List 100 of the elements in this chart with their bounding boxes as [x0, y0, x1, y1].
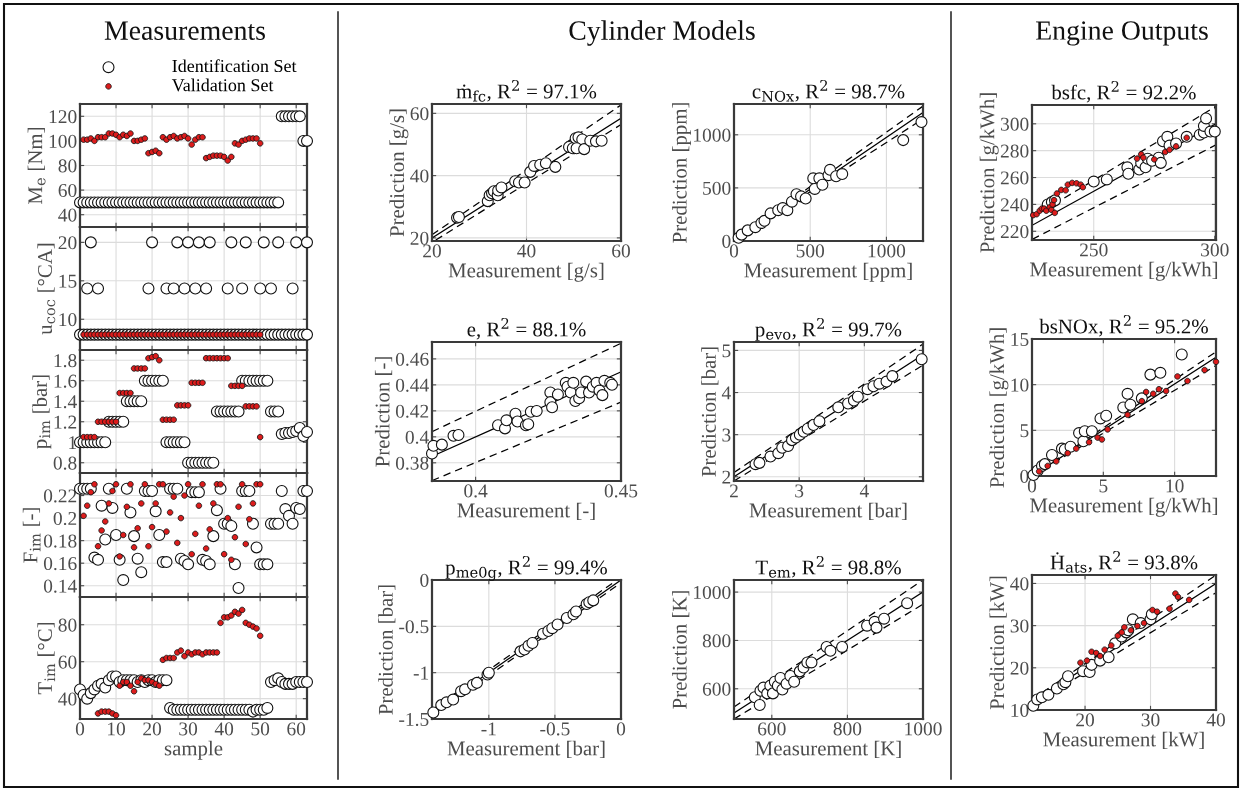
x-axis-title: Measurement [ppm] [744, 262, 912, 282]
chart-title: bsfc, R$^{2}$ = 92.2% [1051, 80, 1196, 103]
y-tick-label: 40 [1010, 577, 1029, 591]
y-tick-label: 5 [722, 344, 731, 358]
y-axis-title: Prediction [g/kWh] [989, 328, 1009, 488]
y-tick-label: 120 [49, 110, 77, 124]
x-tick-label: 40 [1206, 713, 1225, 727]
y-tick-label: 10 [1011, 378, 1029, 392]
x-axis-title: Measurement [bar] [749, 502, 907, 521]
x-tick-label: 800 [833, 722, 862, 736]
x-tick-label: 0.4 [464, 484, 488, 498]
y-tick-label: 600 [702, 682, 731, 696]
y-tick-label: 60 [58, 655, 77, 669]
x-tick-label: 300 [1201, 243, 1229, 257]
y-tick-label: 10 [59, 313, 77, 327]
x-tick-label: 40 [517, 244, 536, 258]
y-tick-label: 0.44 [395, 378, 429, 392]
y-tick-label: 0 [722, 234, 731, 248]
x-tick-label: 60 [287, 722, 306, 736]
text: Validation Set [171, 78, 274, 92]
y-tick-label: 100 [49, 134, 77, 148]
y-tick-label: 30 [1010, 619, 1029, 633]
chart-title: c$_{NOx}$, R$^{2}$ = 98.7% [752, 79, 905, 102]
y-tick-label: 0.4 [405, 430, 429, 444]
x-axis-title: sample [164, 740, 223, 760]
y-tick-label: 1.8 [54, 354, 77, 368]
y-tick-label: 0.38 [395, 456, 429, 470]
x-tick-label: 0.45 [604, 484, 638, 498]
y-tick-label: 4 [721, 386, 731, 400]
y-tick-label: 80 [58, 159, 77, 173]
y-tick-label: 0.18 [43, 534, 77, 548]
y-tick-label: -1 [413, 666, 429, 680]
y-axis-title: u$_{coc}$ [°CA] [37, 243, 56, 335]
y-tick-label: 0.14 [43, 579, 77, 593]
y-tick-label: 2 [722, 470, 731, 484]
y-tick-label: 1.4 [54, 395, 77, 409]
chart-title: ṁ$_{fc}$, R$^{2}$ = 97.1% [456, 79, 597, 102]
y-tick-label: 0.2 [53, 511, 77, 526]
y-axis-title: Prediction [g/s] [389, 109, 409, 237]
y-tick-label: 0.46 [395, 352, 429, 366]
y-tick-label: 20 [410, 231, 429, 245]
y-tick-label: 240 [1000, 198, 1029, 212]
y-tick-label: 15 [1011, 332, 1029, 346]
x-tick-label: 1000 [905, 722, 942, 736]
chart-title: p$_{me0g}$, R$^{2}$ = 99.4% [445, 555, 607, 581]
y-axis-title: Prediction [bar] [701, 347, 719, 477]
y-tick-label: 0.22 [43, 489, 77, 503]
chart-title: p$_{evo}$, R$^{2}$ = 99.7% [755, 317, 902, 341]
y-tick-label: 500 [703, 181, 731, 195]
y-tick-label: -0.5 [399, 620, 429, 634]
y-tick-label: 1000 [694, 128, 731, 142]
text: Measurements [104, 21, 265, 40]
y-tick-label: 1000 [694, 585, 731, 600]
chart-title: Ḣ$_{ats}$, R$^{2}$ = 93.8% [1050, 550, 1198, 573]
x-tick-label: 20 [143, 722, 162, 736]
y-tick-label: 10 [1011, 703, 1029, 717]
x-tick-label: 600 [758, 722, 786, 736]
x-tick-label: 40 [214, 722, 234, 736]
y-tick-label: 60 [58, 183, 77, 198]
y-axis-title: p$_{im}$ [bar] [32, 375, 52, 449]
y-tick-label: 60 [410, 107, 429, 121]
x-tick-label: 5 [1099, 479, 1108, 493]
x-axis-title: Measurement [g/kWh] [1030, 497, 1218, 517]
x-tick-label: 10 [108, 722, 126, 736]
y-axis-title: Prediction [-] [374, 357, 393, 467]
x-axis-title: Measurement [bar] [447, 740, 605, 759]
y-tick-label: 280 [1000, 144, 1029, 158]
y-tick-label: 0.16 [43, 557, 77, 571]
y-tick-label: 80 [58, 618, 77, 632]
x-tick-label: 10 [1166, 479, 1184, 493]
y-tick-label: 40 [58, 692, 77, 706]
y-axis-title: Prediction [g/kWh] [979, 93, 999, 253]
x-axis-title: Measurement [K] [755, 740, 901, 759]
x-axis-title: Measurement [g/kWh] [1030, 261, 1218, 281]
y-tick-label: 0.8 [53, 456, 77, 470]
text: Identification Set [172, 59, 297, 73]
text: Cylinder Models [569, 20, 755, 46]
x-axis-title: Measurement [-] [457, 502, 595, 521]
y-axis-title: Prediction [bar] [378, 585, 396, 715]
y-axis-title: Prediction [ppm] [672, 103, 691, 243]
y-tick-label: 220 [1000, 225, 1029, 239]
y-axis-title: F$_{im}$ [-] [22, 508, 41, 563]
y-tick-label: 260 [1000, 171, 1029, 185]
x-tick-label: 250 [1080, 243, 1108, 257]
y-tick-label: 20 [1010, 661, 1029, 675]
y-tick-label: 1.2 [54, 415, 77, 429]
y-axis-title: Prediction [K] [672, 591, 690, 709]
x-tick-label: 3 [795, 484, 804, 498]
x-tick-label: -0.5 [540, 722, 570, 736]
y-tick-label: 15 [59, 274, 77, 288]
y-tick-label: 0.42 [395, 404, 429, 418]
x-tick-label: 30 [1141, 713, 1160, 727]
x-tick-label: 1000 [868, 244, 906, 258]
x-tick-label: 4 [859, 484, 869, 498]
y-tick-label: -1.5 [399, 712, 429, 727]
y-tick-label: 1 [69, 436, 77, 449]
y-axis-title: T$_{im}$ [°C] [37, 622, 56, 695]
x-tick-label: 0 [616, 722, 626, 736]
x-tick-label: 30 [179, 722, 198, 736]
chart-title: T$_{em}$, R$^{2}$ = 98.8% [755, 555, 901, 578]
